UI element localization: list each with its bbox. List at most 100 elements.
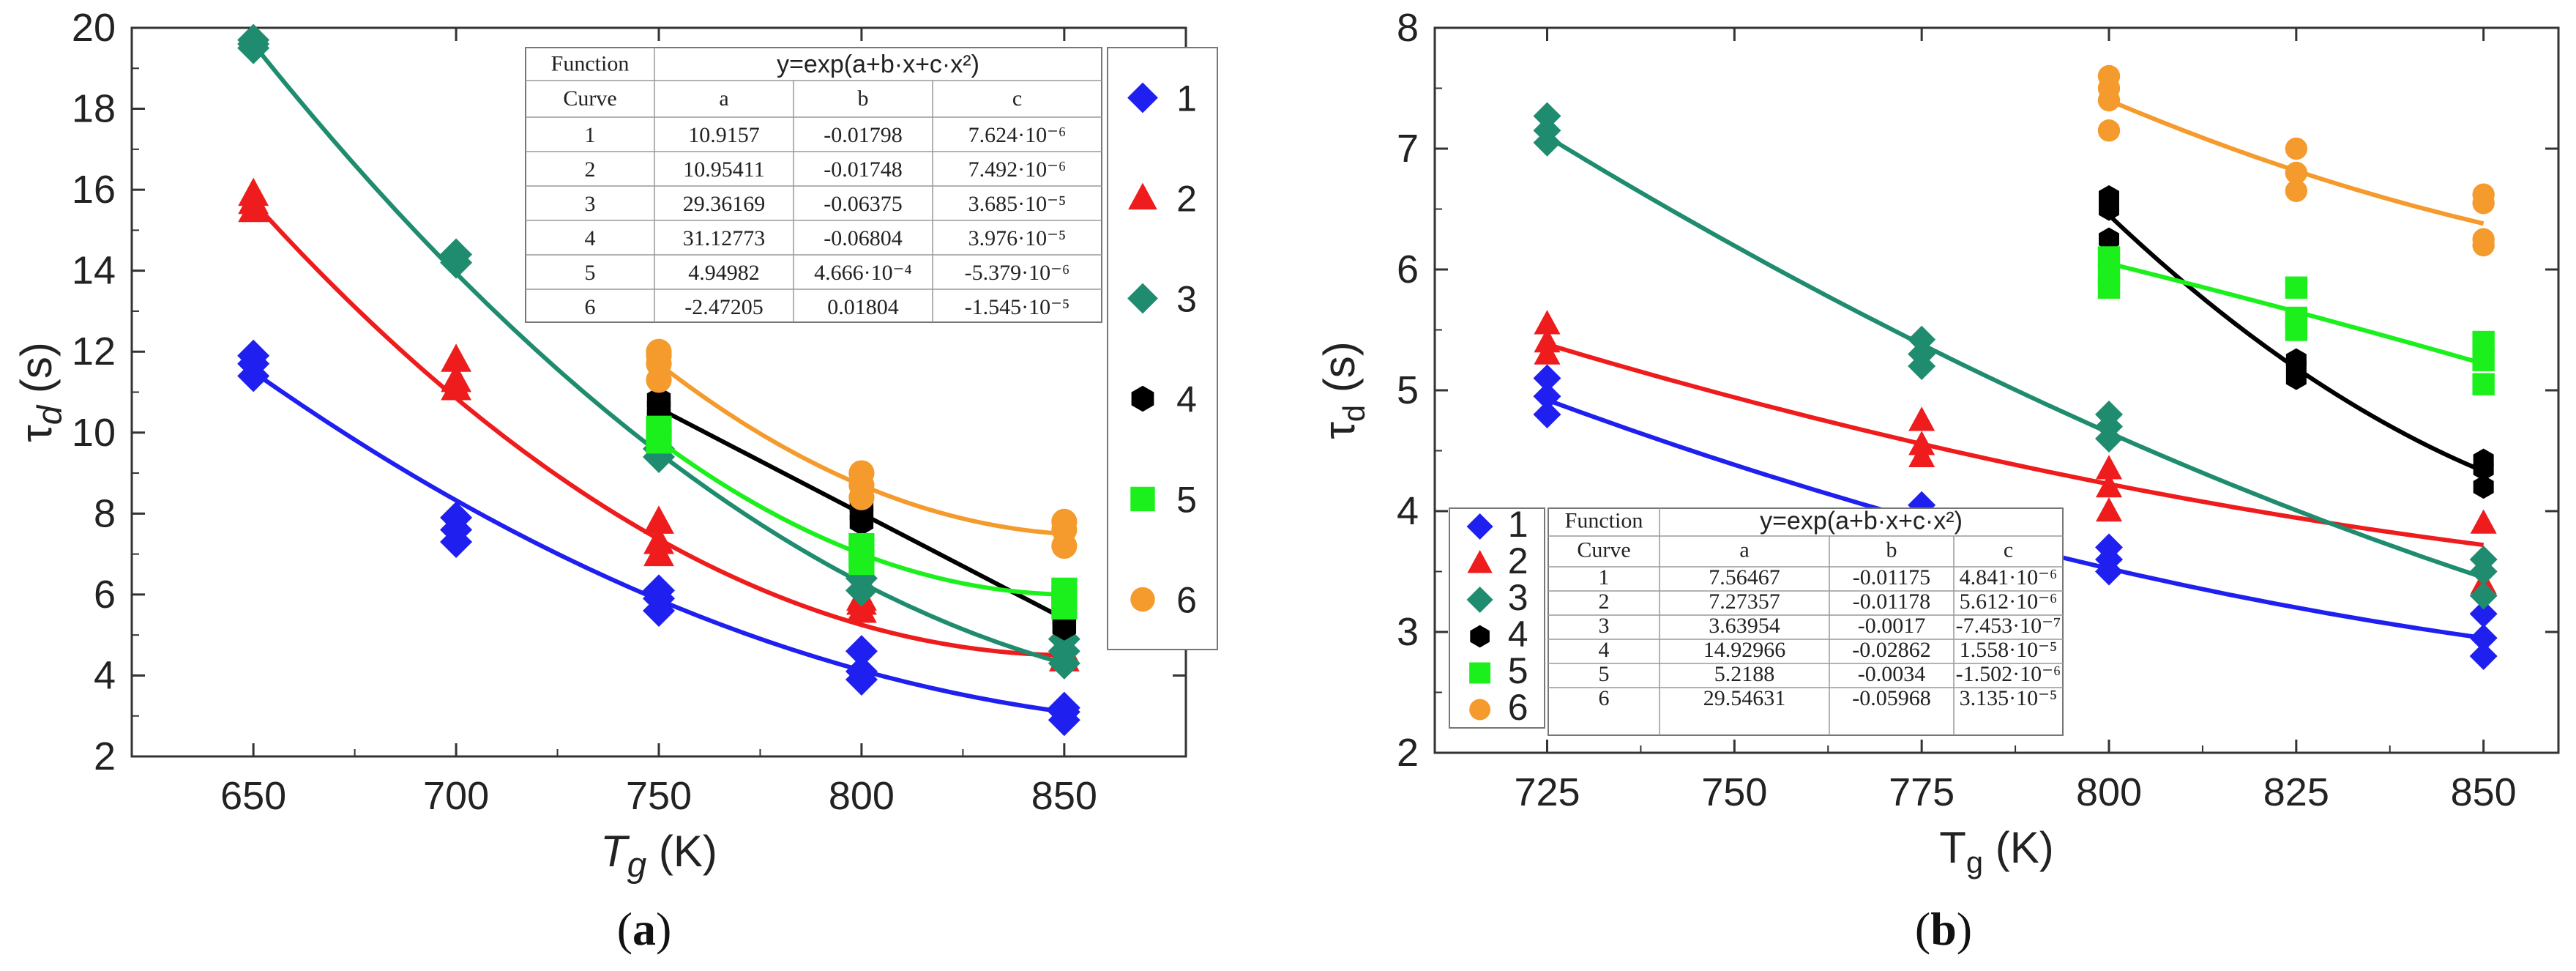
legend-label-5: 5	[1508, 650, 1528, 691]
data-point	[2095, 455, 2123, 480]
x-axis-label-main: T	[1939, 823, 1966, 872]
y-tick-label: 10	[72, 411, 116, 455]
data-point	[237, 23, 270, 56]
table-cell: 4	[1599, 638, 1610, 662]
data-point	[646, 415, 672, 442]
table-cell: -0.02862	[1852, 638, 1931, 662]
data-point	[1908, 340, 1936, 368]
data-point	[2097, 119, 2121, 142]
table-column-header: Curve	[1577, 538, 1630, 562]
data-point	[2285, 179, 2308, 202]
series-4	[2099, 185, 2494, 499]
table-cell: 3.685·10⁻⁵	[968, 192, 1067, 216]
x-axis-label-unit: (K)	[1983, 823, 2054, 872]
table-cell: 0.01804	[827, 295, 899, 319]
data-point	[2469, 581, 2498, 610]
data-point	[2097, 246, 2121, 269]
data-point	[2099, 185, 2119, 209]
table-cell: 29.36169	[683, 192, 766, 216]
table-cell: 7.27357	[1709, 589, 1780, 614]
y-tick-label: 4	[94, 653, 116, 697]
legend-label-3: 3	[1508, 577, 1528, 618]
data-point	[845, 655, 878, 688]
legend-label-3: 3	[1176, 279, 1197, 320]
legend-marker-6	[1130, 587, 1155, 612]
table-cell: -0.01748	[824, 157, 903, 182]
table-column-header: a	[1739, 538, 1749, 562]
legend-label-2: 2	[1176, 179, 1197, 220]
table-column-header: b	[858, 86, 869, 111]
table-cell: 1	[585, 123, 596, 147]
data-point	[1051, 508, 1078, 535]
data-point	[2470, 509, 2497, 534]
table-cell: -0.01175	[1853, 565, 1930, 589]
data-point	[2472, 228, 2495, 250]
table-cell: 4	[585, 226, 596, 250]
y-tick-label: 5	[1397, 368, 1419, 412]
table-cell: 1	[1599, 565, 1610, 589]
data-point	[2285, 161, 2308, 185]
table-cell: 6	[585, 295, 596, 319]
data-point	[2285, 306, 2308, 330]
legend-marker-4	[1470, 625, 1490, 648]
table-cell: 2	[1599, 589, 1610, 614]
series-3	[1533, 102, 2498, 610]
y-tick-label: 4	[1397, 489, 1419, 533]
data-point	[1908, 325, 1936, 354]
data-point	[2095, 497, 2123, 522]
table-cell: 1.558·10⁻⁵	[1960, 638, 2058, 662]
data-point	[646, 338, 672, 365]
table-cell: 3	[1599, 614, 1610, 638]
y-tick-label: 8	[1397, 6, 1419, 50]
data-point	[238, 177, 269, 207]
fit-table-frame	[525, 47, 1102, 323]
legend-marker-2	[1467, 549, 1493, 573]
table-column-header: Curve	[563, 86, 616, 111]
data-point	[2469, 546, 2498, 573]
data-point	[2472, 183, 2495, 206]
legend-label-1: 1	[1508, 504, 1528, 545]
y-tick-label: 6	[1397, 248, 1419, 291]
data-point	[2469, 642, 2498, 670]
table-header-formula: y=exp(a+b·x+c·x²)	[1760, 507, 1963, 535]
table-cell: 5.612·10⁻⁶	[1960, 589, 2058, 614]
y-axis-label-unit: (s)	[1315, 341, 1364, 405]
data-point	[643, 526, 674, 554]
y-tick-label: 6	[94, 573, 116, 617]
fit-table: Function y=exp(a+b·x+c·x²) Curve a b c 1 7.5646…	[1548, 507, 2064, 736]
table-cell: 29.54631	[1703, 686, 1786, 710]
table-cell: -0.0034	[1858, 662, 1926, 686]
data-point	[2285, 137, 2308, 160]
fit-curve-3	[1545, 134, 2484, 580]
data-point	[2099, 227, 2119, 251]
data-point	[646, 386, 671, 414]
data-point	[440, 238, 473, 271]
table-cell: 5.2188	[1714, 662, 1775, 686]
data-point	[441, 343, 471, 372]
x-axis-label: Tg (K)	[600, 827, 717, 885]
legend-label-4: 4	[1508, 614, 1528, 655]
table-cell: -0.06804	[824, 226, 903, 250]
data-point	[1533, 116, 1561, 145]
table-cell: -1.502·10⁻⁶	[1956, 662, 2061, 686]
data-point	[1908, 431, 1935, 455]
y-tick-label: 3	[1397, 610, 1419, 654]
data-point	[237, 339, 270, 372]
table-cell: 3	[585, 192, 596, 216]
y-tick-label: 18	[72, 87, 116, 131]
series-2	[1534, 310, 2497, 595]
table-cell: 14.92966	[1703, 638, 1786, 662]
table-cell: 3.63954	[1709, 614, 1780, 638]
table-cell: 4.94982	[688, 261, 760, 285]
data-point	[2469, 624, 2498, 652]
series-6	[2097, 64, 2495, 257]
y-axis-label-main: τ	[1315, 422, 1364, 439]
legend-label-5: 5	[1176, 480, 1197, 521]
table-cell: 4.666·10⁻⁴	[814, 261, 912, 285]
data-point	[2469, 600, 2498, 628]
table-cell: -0.01798	[824, 123, 903, 147]
data-point	[1534, 328, 1561, 353]
table-cell: -0.01178	[1853, 589, 1930, 614]
